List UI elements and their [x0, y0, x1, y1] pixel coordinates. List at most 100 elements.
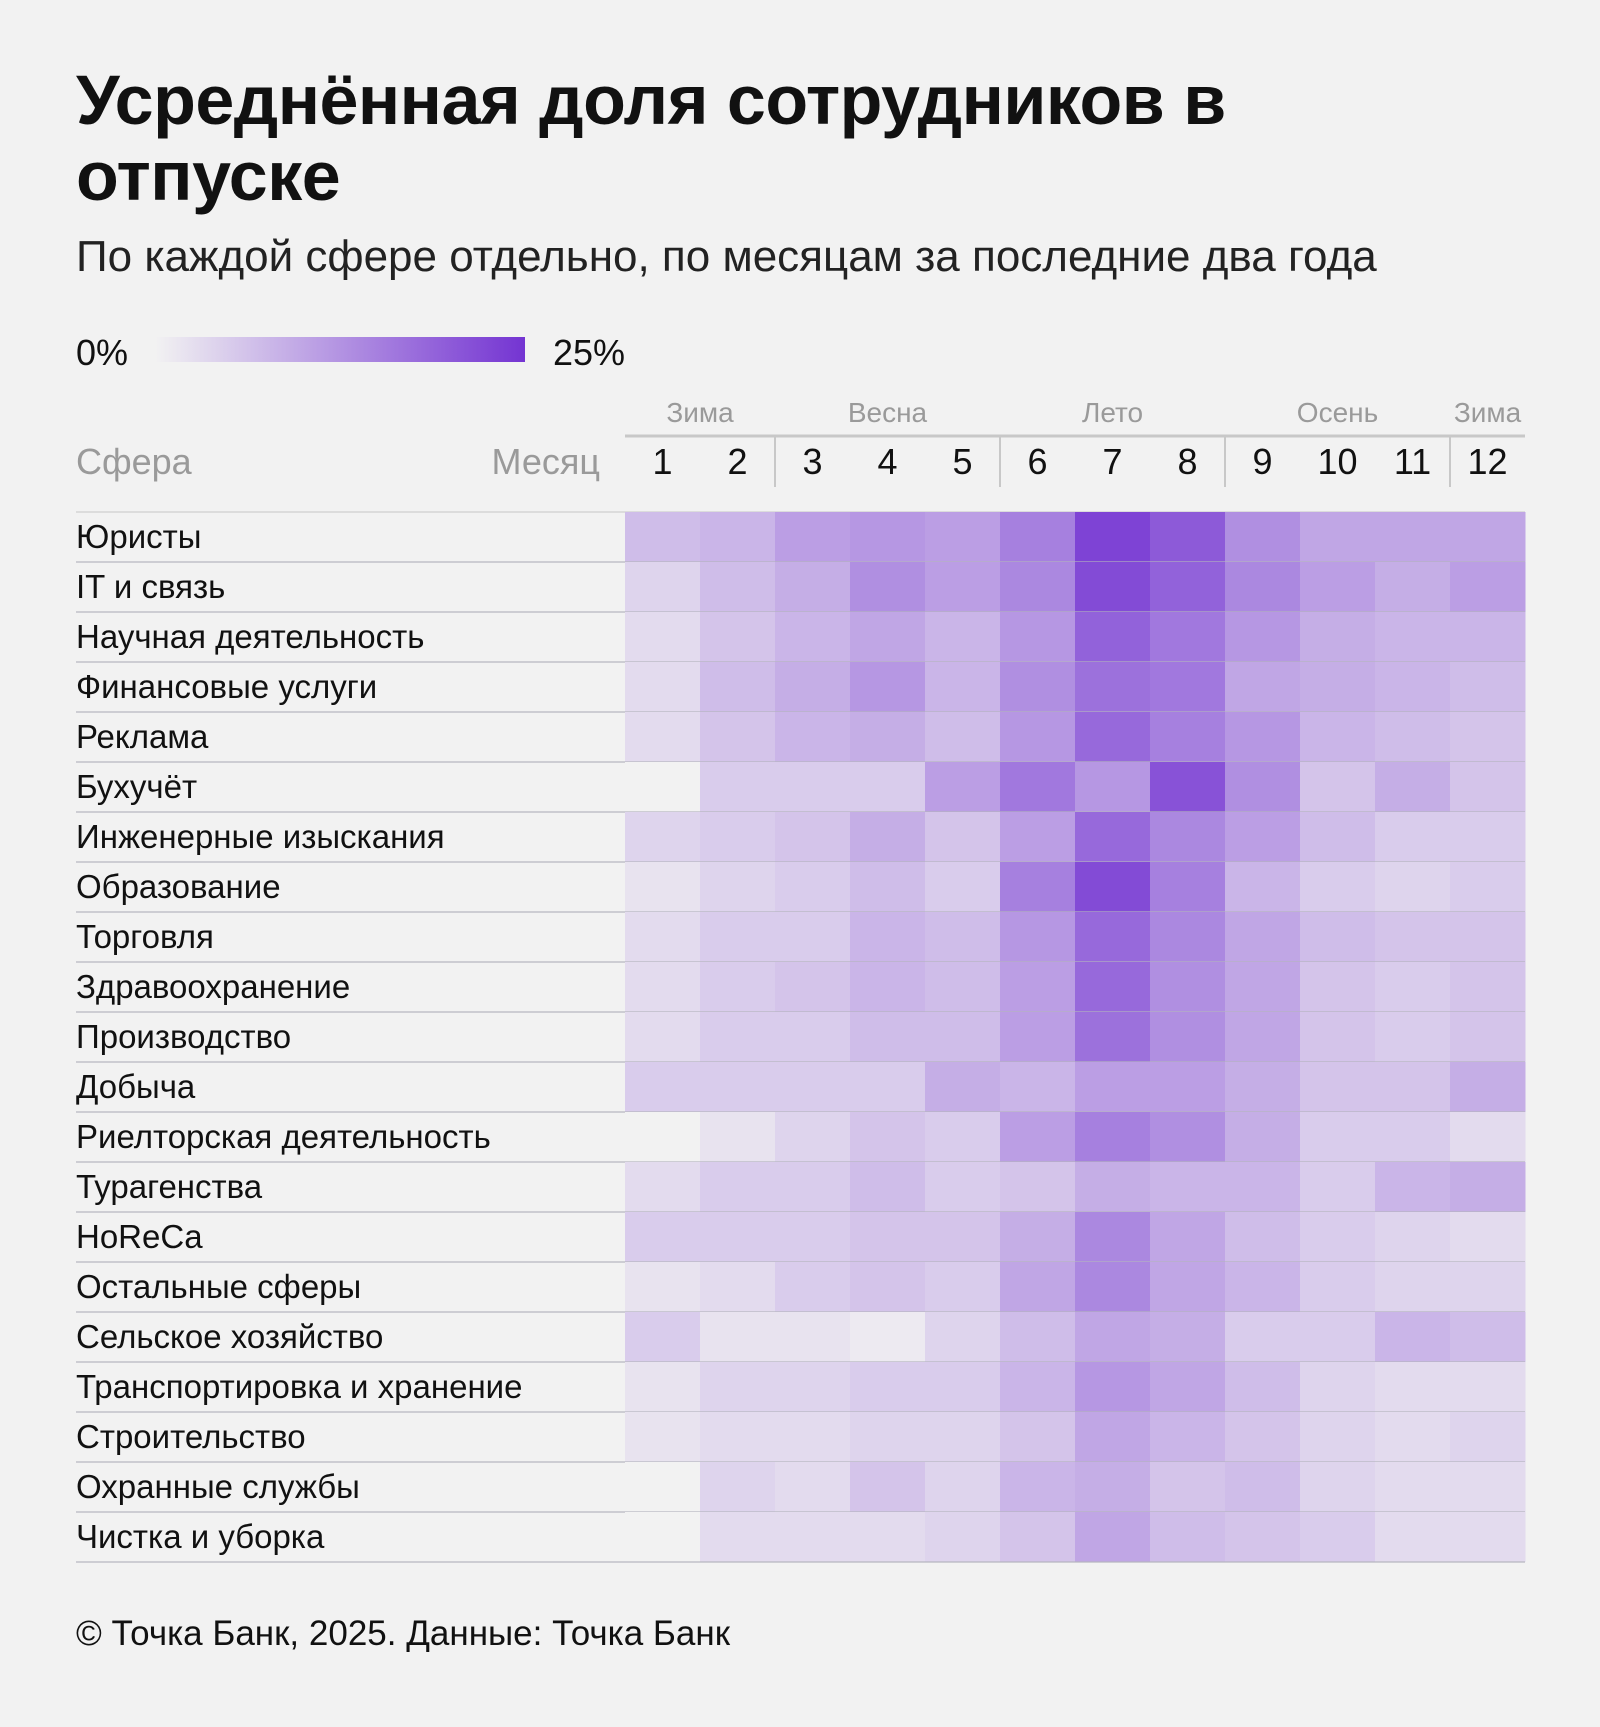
- row-label: Научная деятельность: [76, 618, 424, 655]
- heatmap-cell: [625, 1362, 701, 1412]
- heatmap-cell: [625, 1462, 701, 1512]
- heatmap-cell: [1225, 912, 1301, 962]
- season-label: Зима: [666, 397, 734, 428]
- heatmap-cell: [1375, 1212, 1451, 1262]
- heatmap-cell: [1375, 662, 1451, 712]
- heatmap-cell: [1300, 512, 1376, 562]
- heatmap-cell: [850, 1162, 926, 1212]
- heatmap-cell: [850, 562, 926, 612]
- row-label: Торговля: [76, 918, 214, 955]
- heatmap-cell: [700, 962, 776, 1012]
- heatmap-cell: [700, 712, 776, 762]
- heatmap-cell: [700, 1312, 776, 1362]
- heatmap-cell: [1450, 662, 1526, 712]
- heatmap-cell: [850, 1362, 926, 1412]
- month-tick-label: 4: [877, 441, 897, 482]
- heatmap-cell: [1225, 1412, 1301, 1462]
- heatmap-cell: [700, 1412, 776, 1462]
- heatmap-cell: [1450, 512, 1526, 562]
- heatmap-cell: [1150, 1012, 1226, 1062]
- heatmap-cell: [1150, 962, 1226, 1012]
- heatmap-cell: [625, 1062, 701, 1112]
- heatmap-cell: [1000, 912, 1076, 962]
- heatmap-cell: [775, 1312, 851, 1362]
- heatmap-cell: [1150, 612, 1226, 662]
- heatmap-cell: [1000, 1162, 1076, 1212]
- heatmap-cell: [1225, 1112, 1301, 1162]
- heatmap-cell: [1150, 762, 1226, 812]
- heatmap-cell: [775, 962, 851, 1012]
- heatmap-cell: [625, 562, 701, 612]
- heatmap-cell: [1300, 712, 1376, 762]
- heatmap-cell: [1375, 1112, 1451, 1162]
- heatmap-cell: [1225, 712, 1301, 762]
- heatmap-cell: [1450, 912, 1526, 962]
- heatmap-cell: [1300, 1412, 1376, 1462]
- heatmap-cell: [1225, 1312, 1301, 1362]
- month-tick-label: 6: [1027, 441, 1047, 482]
- heatmap-cell: [1375, 712, 1451, 762]
- heatmap-cell: [1300, 1112, 1376, 1162]
- month-tick-label: 3: [802, 441, 822, 482]
- column-header-label: Месяц: [491, 441, 600, 482]
- heatmap-cell: [1075, 1412, 1151, 1462]
- heatmap-cell: [1075, 662, 1151, 712]
- heatmap-cell: [1225, 1512, 1301, 1562]
- heatmap-cell: [1000, 762, 1076, 812]
- heatmap-cell: [850, 1512, 926, 1562]
- heatmap-cell: [925, 812, 1001, 862]
- heatmap-cell: [1150, 1412, 1226, 1462]
- heatmap-cell: [925, 1262, 1001, 1312]
- heatmap-cell: [1000, 1012, 1076, 1062]
- heatmap-cell: [1450, 962, 1526, 1012]
- heatmap-cell: [925, 612, 1001, 662]
- heatmap-cell: [1225, 812, 1301, 862]
- season-label: Зима: [1454, 397, 1522, 428]
- heatmap-cell: [1375, 1262, 1451, 1312]
- heatmap-cell: [1150, 662, 1226, 712]
- heatmap-cell: [1450, 1262, 1526, 1312]
- heatmap-cell: [1300, 1212, 1376, 1262]
- heatmap-cell: [1000, 1262, 1076, 1312]
- heatmap-cell: [1300, 912, 1376, 962]
- heatmap-cell: [1150, 1262, 1226, 1312]
- heatmap-cell: [1375, 962, 1451, 1012]
- heatmap-cell: [775, 1262, 851, 1312]
- heatmap-cell: [1375, 1312, 1451, 1362]
- heatmap-cell: [700, 1062, 776, 1112]
- heatmap-cell: [625, 1012, 701, 1062]
- row-label: Реклама: [76, 718, 209, 755]
- heatmap-cell: [925, 512, 1001, 562]
- heatmap-cell: [1000, 1362, 1076, 1412]
- heatmap-cell: [1075, 562, 1151, 612]
- heatmap-cell: [1300, 612, 1376, 662]
- heatmap-cell: [1375, 1012, 1451, 1062]
- heatmap-cell: [1000, 1462, 1076, 1512]
- heatmap-cell: [1075, 1012, 1151, 1062]
- heatmap-cell: [1075, 962, 1151, 1012]
- heatmap-cell: [850, 1062, 926, 1112]
- heatmap-cell: [700, 1012, 776, 1062]
- heatmap-cell: [700, 612, 776, 662]
- heatmap-cell: [625, 1512, 701, 1562]
- heatmap-cell: [1150, 1062, 1226, 1112]
- legend-gradient-bar: [155, 337, 525, 362]
- heatmap-cell: [925, 562, 1001, 612]
- heatmap-cell: [1375, 762, 1451, 812]
- heatmap-cell: [925, 1512, 1001, 1562]
- heatmap-cell: [1000, 812, 1076, 862]
- heatmap-cell: [1300, 762, 1376, 812]
- month-tick-label: 5: [952, 441, 972, 482]
- heatmap-cell: [850, 762, 926, 812]
- heatmap-cell: [1450, 1212, 1526, 1262]
- heatmap-cell: [1300, 1262, 1376, 1312]
- heatmap-cell: [1150, 1162, 1226, 1212]
- row-label: Образование: [76, 868, 281, 905]
- heatmap-cell: [775, 1112, 851, 1162]
- heatmap-cell: [1075, 612, 1151, 662]
- heatmap-cell: [1450, 812, 1526, 862]
- heatmap-cell: [775, 912, 851, 962]
- heatmap-cell: [850, 712, 926, 762]
- heatmap-cell: [775, 1462, 851, 1512]
- heatmap-cell: [1375, 612, 1451, 662]
